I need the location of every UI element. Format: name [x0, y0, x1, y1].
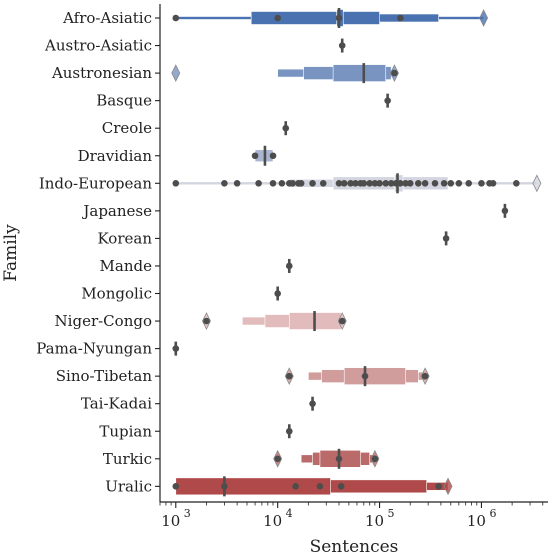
data-point — [455, 180, 463, 187]
x-tick-label: 10 — [161, 512, 180, 530]
y-tick-label: Indo-European — [39, 174, 153, 192]
data-point — [285, 372, 293, 380]
x-tick-label: 10 — [263, 512, 282, 530]
data-point — [371, 180, 379, 187]
data-point — [221, 180, 228, 187]
y-tick-label: Tai-Kadai — [81, 395, 152, 413]
data-point — [269, 152, 277, 160]
data-point — [340, 180, 348, 187]
y-tick-label: Mande — [100, 257, 153, 275]
y-tick-label: Afro-Asiatic — [62, 9, 152, 27]
data-point — [292, 483, 299, 490]
y-tick-label: Austro-Asiatic — [44, 37, 152, 55]
data-point — [172, 14, 180, 22]
data-point — [337, 483, 345, 490]
outlier-marker — [171, 64, 181, 82]
y-tick-label: Niger-Congo — [55, 312, 152, 330]
outlier-marker — [532, 174, 542, 193]
data-point — [316, 483, 324, 490]
data-point — [366, 180, 373, 187]
y-tick-label: Creole — [102, 119, 152, 137]
y-tick-label: Mongolic — [81, 285, 152, 303]
data-point — [397, 14, 404, 22]
data-point — [335, 180, 343, 187]
y-tick-label: Dravidian — [78, 147, 153, 165]
data-point — [352, 180, 359, 187]
data-point — [309, 180, 316, 187]
data-point — [376, 180, 383, 187]
y-tick-label: Sino-Tibetan — [56, 367, 153, 385]
boxen-box — [175, 477, 331, 496]
y-tick-label: Basque — [96, 92, 152, 110]
x-tick-exponent: 4 — [286, 507, 293, 520]
data-point — [289, 180, 296, 187]
data-point — [255, 180, 262, 187]
data-point — [347, 180, 354, 187]
data-point — [414, 180, 422, 187]
x-tick-label: 10 — [365, 512, 384, 530]
data-point — [447, 180, 455, 187]
data-point — [172, 180, 180, 187]
data-point — [435, 483, 442, 490]
data-point — [382, 180, 390, 187]
data-point — [371, 455, 379, 463]
data-point — [172, 483, 180, 490]
data-point — [440, 180, 448, 187]
data-point — [278, 180, 286, 187]
outlier-marker — [443, 477, 453, 496]
data-point — [269, 180, 277, 187]
data-point — [406, 180, 414, 187]
data-point — [203, 317, 210, 325]
y-tick-label: Pama-Nyungan — [36, 340, 152, 358]
data-point — [391, 69, 398, 77]
y-tick-label: Turkic — [103, 450, 152, 468]
data-point — [478, 180, 485, 187]
y-axis-title: Family — [1, 224, 21, 282]
x-tick-exponent: 3 — [184, 507, 191, 520]
x-tick-exponent: 6 — [489, 507, 496, 520]
y-tick-label: Korean — [98, 229, 153, 247]
x-axis-title: Sentences — [310, 537, 399, 557]
boxen-box — [343, 367, 406, 385]
data-point — [251, 152, 259, 160]
x-tick-label: 10 — [467, 512, 486, 530]
data-point — [489, 180, 497, 187]
y-tick-label: Uralic — [105, 477, 152, 495]
data-point — [421, 372, 429, 380]
y-tick-label: Austronesian — [51, 64, 152, 82]
data-point — [274, 455, 281, 463]
data-point — [387, 180, 395, 187]
y-tick-label: Japanese — [81, 202, 152, 220]
data-point — [431, 180, 439, 187]
x-axis-ticks: 10 3 10 4 10 5 10 6 — [159, 502, 544, 530]
data-point — [297, 180, 305, 187]
boxen-box — [250, 11, 380, 25]
data-point — [338, 317, 346, 325]
data-point — [360, 180, 368, 187]
boxen-box — [332, 64, 387, 82]
x-tick-exponent: 5 — [388, 507, 395, 520]
data-point — [319, 180, 327, 187]
data-point — [513, 180, 520, 187]
data-point — [402, 180, 409, 187]
data-point — [421, 180, 429, 187]
plot-area — [171, 8, 542, 497]
data-point — [233, 180, 241, 187]
data-point — [274, 14, 281, 22]
data-point — [465, 180, 473, 187]
y-axis-ticks: Afro-Asiatic Austro-Asiatic Austronesian Ba… — [36, 9, 160, 495]
outlier-marker — [479, 9, 489, 27]
y-tick-label: Tupian — [99, 422, 152, 440]
